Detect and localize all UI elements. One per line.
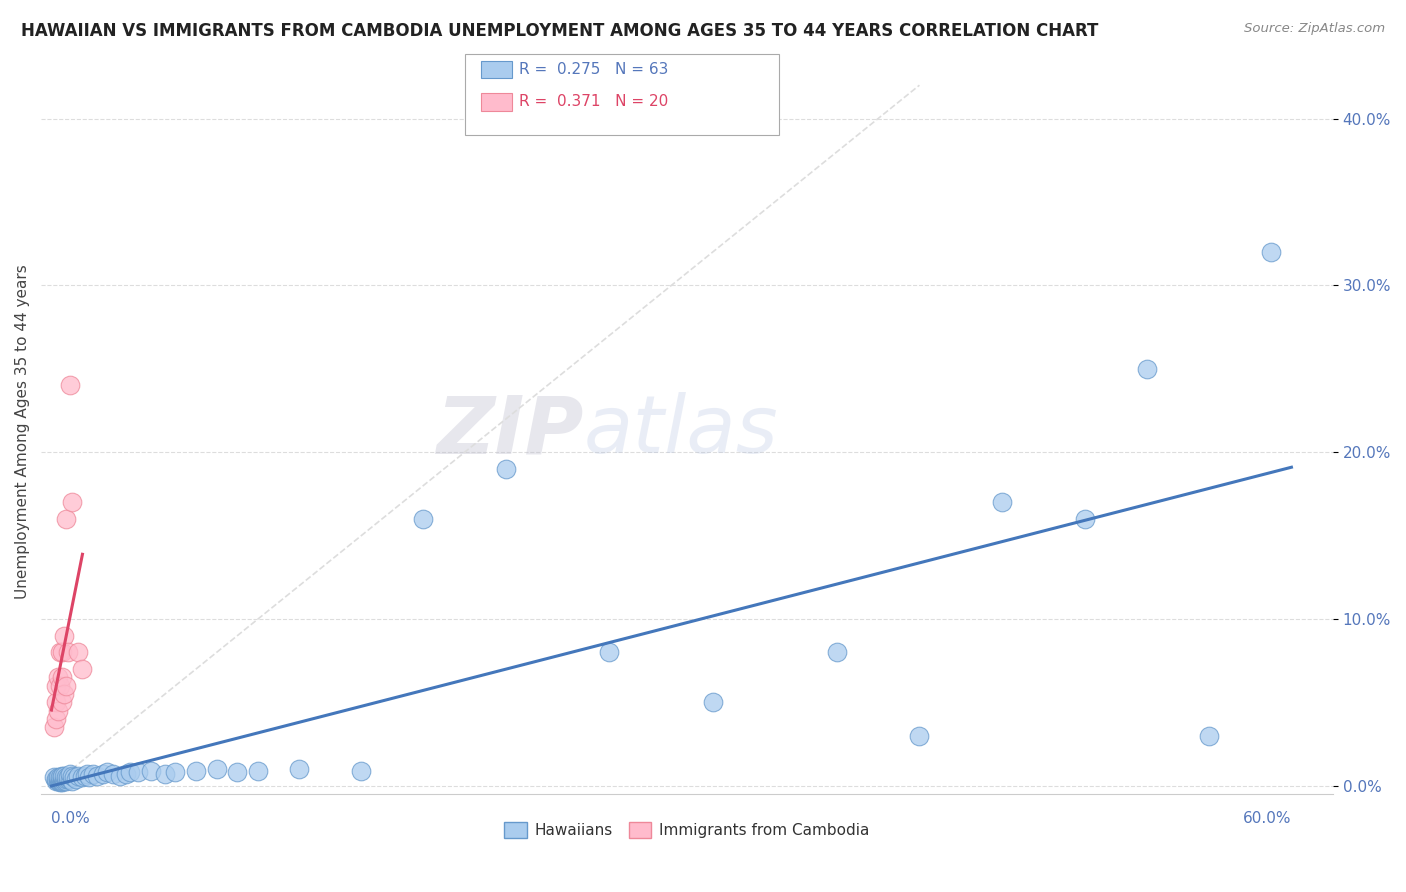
Immigrants from Cambodia bbox=[52, 629, 75, 643]
Immigrants from Cambodia bbox=[51, 695, 73, 709]
Hawaiians bbox=[1136, 361, 1159, 376]
Hawaiians bbox=[495, 462, 517, 476]
Hawaiians bbox=[52, 773, 75, 788]
Text: 0.0%: 0.0% bbox=[52, 811, 90, 826]
Hawaiians bbox=[67, 769, 90, 783]
Hawaiians bbox=[1198, 729, 1220, 743]
Text: atlas: atlas bbox=[583, 392, 779, 470]
Hawaiians bbox=[908, 729, 931, 743]
Immigrants from Cambodia bbox=[48, 645, 70, 659]
Hawaiians bbox=[96, 765, 118, 780]
Hawaiians bbox=[598, 645, 620, 659]
Text: R =  0.275   N = 63: R = 0.275 N = 63 bbox=[519, 62, 668, 77]
Hawaiians bbox=[51, 769, 73, 783]
Hawaiians bbox=[55, 773, 77, 788]
Hawaiians bbox=[48, 772, 70, 786]
Immigrants from Cambodia bbox=[45, 695, 67, 709]
Immigrants from Cambodia bbox=[52, 687, 75, 701]
Hawaiians bbox=[153, 767, 176, 781]
Hawaiians bbox=[118, 765, 141, 780]
Text: R =  0.371   N = 20: R = 0.371 N = 20 bbox=[519, 95, 668, 109]
Hawaiians bbox=[63, 770, 86, 784]
Hawaiians bbox=[288, 762, 311, 776]
Hawaiians bbox=[48, 770, 70, 784]
Immigrants from Cambodia bbox=[55, 679, 77, 693]
Immigrants from Cambodia bbox=[59, 378, 82, 392]
Hawaiians bbox=[46, 773, 69, 788]
Hawaiians bbox=[55, 772, 77, 786]
Hawaiians bbox=[56, 772, 79, 786]
Y-axis label: Unemployment Among Ages 35 to 44 years: Unemployment Among Ages 35 to 44 years bbox=[15, 264, 30, 599]
Text: ZIP: ZIP bbox=[436, 392, 583, 470]
Hawaiians bbox=[82, 767, 104, 781]
Immigrants from Cambodia bbox=[72, 662, 94, 676]
Hawaiians bbox=[55, 770, 77, 784]
Hawaiians bbox=[76, 767, 98, 781]
Immigrants from Cambodia bbox=[51, 645, 73, 659]
Hawaiians bbox=[77, 770, 100, 784]
Immigrants from Cambodia bbox=[48, 679, 70, 693]
Hawaiians bbox=[48, 775, 70, 789]
Hawaiians bbox=[115, 767, 138, 781]
Hawaiians bbox=[991, 495, 1014, 509]
Hawaiians bbox=[52, 769, 75, 783]
Hawaiians bbox=[139, 764, 162, 778]
Hawaiians bbox=[60, 773, 83, 788]
Hawaiians bbox=[48, 773, 70, 788]
Immigrants from Cambodia bbox=[46, 704, 69, 718]
Hawaiians bbox=[56, 770, 79, 784]
Hawaiians bbox=[108, 769, 131, 783]
Immigrants from Cambodia bbox=[60, 495, 83, 509]
Text: Source: ZipAtlas.com: Source: ZipAtlas.com bbox=[1244, 22, 1385, 36]
Hawaiians bbox=[205, 762, 228, 776]
Hawaiians bbox=[247, 764, 270, 778]
Hawaiians bbox=[350, 764, 373, 778]
Hawaiians bbox=[702, 695, 724, 709]
Hawaiians bbox=[72, 770, 94, 784]
Immigrants from Cambodia bbox=[51, 670, 73, 684]
Hawaiians bbox=[42, 770, 65, 784]
Legend: Hawaiians, Immigrants from Cambodia: Hawaiians, Immigrants from Cambodia bbox=[498, 816, 876, 845]
Hawaiians bbox=[165, 765, 187, 780]
Immigrants from Cambodia bbox=[56, 645, 79, 659]
Hawaiians bbox=[184, 764, 207, 778]
Hawaiians bbox=[103, 767, 125, 781]
Text: 60.0%: 60.0% bbox=[1243, 811, 1292, 826]
Immigrants from Cambodia bbox=[45, 712, 67, 726]
Immigrants from Cambodia bbox=[46, 670, 69, 684]
Hawaiians bbox=[51, 772, 73, 786]
Hawaiians bbox=[51, 775, 73, 789]
Hawaiians bbox=[52, 772, 75, 786]
Hawaiians bbox=[46, 770, 69, 784]
Hawaiians bbox=[86, 769, 108, 783]
Hawaiians bbox=[65, 772, 87, 786]
Immigrants from Cambodia bbox=[67, 645, 90, 659]
Hawaiians bbox=[127, 765, 149, 780]
Hawaiians bbox=[91, 767, 114, 781]
Hawaiians bbox=[226, 765, 249, 780]
Hawaiians bbox=[825, 645, 848, 659]
Immigrants from Cambodia bbox=[45, 679, 67, 693]
Hawaiians bbox=[46, 772, 69, 786]
Hawaiians bbox=[51, 773, 73, 788]
Hawaiians bbox=[51, 770, 73, 784]
Hawaiians bbox=[1074, 512, 1097, 526]
Immigrants from Cambodia bbox=[42, 720, 65, 734]
Hawaiians bbox=[45, 773, 67, 788]
Immigrants from Cambodia bbox=[55, 512, 77, 526]
Hawaiians bbox=[73, 769, 96, 783]
Text: HAWAIIAN VS IMMIGRANTS FROM CAMBODIA UNEMPLOYMENT AMONG AGES 35 TO 44 YEARS CORR: HAWAIIAN VS IMMIGRANTS FROM CAMBODIA UNE… bbox=[21, 22, 1098, 40]
Hawaiians bbox=[45, 772, 67, 786]
Hawaiians bbox=[59, 772, 82, 786]
Hawaiians bbox=[59, 767, 82, 781]
Hawaiians bbox=[412, 512, 434, 526]
Hawaiians bbox=[60, 769, 83, 783]
Hawaiians bbox=[1260, 244, 1282, 259]
